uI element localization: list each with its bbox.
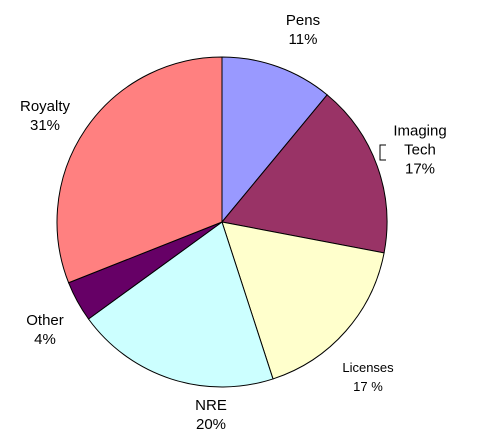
slice-value: 31% <box>29 117 61 134</box>
slice-name: Imaging Tech <box>393 122 447 159</box>
slice-value: 17% <box>404 160 436 178</box>
pie-slice <box>87 221 274 388</box>
slice-label: NRE 20% <box>181 396 241 434</box>
slice-name: NRE <box>195 397 227 414</box>
pie-slice <box>221 56 328 224</box>
slice-label: Imaging Tech 17% <box>390 122 450 179</box>
slice-label: Pens 11% <box>273 11 333 49</box>
pie-slice <box>221 221 385 380</box>
slice-value: 4% <box>34 331 56 348</box>
slice-value: 11% <box>288 31 318 48</box>
slice-name: Licenses <box>342 360 394 375</box>
pie-slice <box>56 56 223 284</box>
slice-name: Pens <box>285 12 321 29</box>
slice-value: 17 % <box>353 379 383 394</box>
slice-label: Other 4% <box>15 311 75 349</box>
slice-label: Royalty 31% <box>10 97 80 135</box>
slice-name: Royalty <box>19 98 71 115</box>
pie-slice <box>221 94 388 254</box>
slice-value: 20% <box>195 416 227 433</box>
slice-label: Licenses 17 % <box>323 358 413 396</box>
leader-line <box>379 144 386 161</box>
slice-name: Other <box>26 312 64 329</box>
